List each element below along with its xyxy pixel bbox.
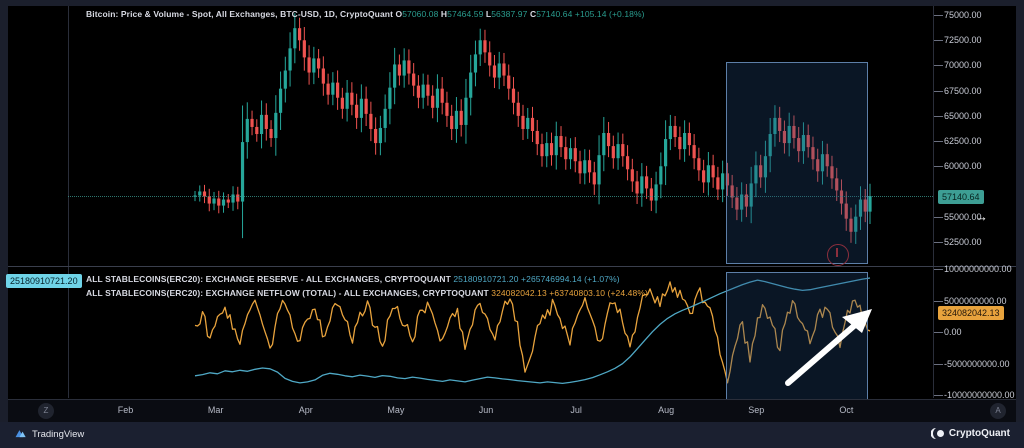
time-axis[interactable]: Z A Feb Mar Apr May Jun Jul Aug Sep Oct xyxy=(8,399,1016,422)
price-change: +105.14 (+0.18%) xyxy=(574,9,645,19)
close-value: 57140.64 xyxy=(536,9,573,19)
reserve-value-badge: 25180910721.20 xyxy=(6,274,82,288)
price-pane[interactable] xyxy=(8,6,933,266)
price-legend: Bitcoin: Price & Volume - Spot, All Exch… xyxy=(86,9,645,19)
indicator-pane[interactable] xyxy=(8,268,933,398)
right-axis-rule xyxy=(933,6,934,398)
tradingview-icon xyxy=(15,430,26,438)
low-value: 56387.97 xyxy=(491,9,528,19)
time-axis-label: Feb xyxy=(117,405,134,415)
selection-rectangle-price[interactable] xyxy=(726,62,868,264)
open-value: 57060.08 xyxy=(402,9,439,19)
tradingview-label: TradingView xyxy=(32,428,85,440)
netflow-series-name: ALL STABLECOINS(ERC20): EXCHANGE NETFLOW… xyxy=(86,288,489,298)
time-axis-label: Jun xyxy=(478,405,494,415)
left-axis-rule xyxy=(68,6,69,398)
reserve-change: +265746994.14 (+1.07%) xyxy=(521,274,620,284)
uptrend-arrow-annotation[interactable] xyxy=(780,305,880,390)
time-axis-label: Apr xyxy=(298,405,313,415)
cryptoquant-icon xyxy=(930,428,944,439)
time-axis-label: May xyxy=(387,405,405,415)
axis-tick: -10000000000.00 xyxy=(934,390,1015,400)
timezone-badge[interactable]: Z xyxy=(38,403,54,419)
netflow-value-badge: 324082042.13 xyxy=(938,306,1004,320)
netflow-value: 324082042.13 xyxy=(491,288,547,298)
current-price-line xyxy=(68,196,933,197)
status-bar: TradingView CryptoQuant xyxy=(0,422,1024,448)
time-axis-label: Sep xyxy=(748,405,765,415)
axis-tick: 62500.00 xyxy=(934,136,982,146)
indicator-series xyxy=(194,277,871,385)
axis-tick: -5000000000.00 xyxy=(934,359,1010,369)
time-axis-label: Jul xyxy=(570,405,582,415)
axis-tick: 75000.00 xyxy=(934,10,982,20)
current-price-badge: 57140.64 xyxy=(938,190,984,204)
axis-tick: 55000.00 xyxy=(934,212,982,222)
axis-tick: 10000000000.00 xyxy=(934,264,1012,274)
netflow-change: +63740803.10 (+24.48%) xyxy=(549,288,648,298)
axis-tick: 65000.00 xyxy=(934,111,982,121)
reserve-value: 25180910721.20 xyxy=(453,274,519,284)
indicator-legend-reserve: ALL STABLECOINS(ERC20): EXCHANGE RESERVE… xyxy=(86,274,620,284)
candlestick-series xyxy=(193,13,872,244)
cryptoquant-label: CryptoQuant xyxy=(948,428,1010,439)
auto-scale-badge[interactable]: A xyxy=(990,403,1006,419)
axis-tick: 60000.00 xyxy=(934,161,982,171)
time-axis-label: Mar xyxy=(207,405,224,415)
high-label: H xyxy=(440,9,448,19)
close-label: C xyxy=(529,9,537,19)
axis-tick: 0.00 xyxy=(934,327,962,337)
axis-tick: 5000000000.00 xyxy=(934,296,1007,306)
cursor-arrow-icon: → xyxy=(975,209,988,224)
question-circle-annotation[interactable] xyxy=(827,244,849,266)
cryptoquant-logo[interactable]: CryptoQuant xyxy=(930,427,1010,440)
low-label: L xyxy=(485,9,492,19)
open-label: O xyxy=(395,9,403,19)
price-legend-title: Bitcoin: Price & Volume - Spot, All Exch… xyxy=(86,9,393,19)
tradingview-logo[interactable]: TradingView xyxy=(14,427,84,441)
time-axis-label: Oct xyxy=(839,405,854,415)
axis-tick: 70000.00 xyxy=(934,60,982,70)
time-axis-label: Aug xyxy=(658,405,675,415)
chart-surface xyxy=(8,6,1016,422)
axis-tick: 67500.00 xyxy=(934,86,982,96)
reserve-series-name: ALL STABLECOINS(ERC20): EXCHANGE RESERVE… xyxy=(86,274,451,284)
high-value: 57464.59 xyxy=(447,9,484,19)
axis-tick: 72500.00 xyxy=(934,35,982,45)
indicator-legend-netflow: ALL STABLECOINS(ERC20): EXCHANGE NETFLOW… xyxy=(86,288,648,298)
axis-tick: 52500.00 xyxy=(934,237,982,247)
pane-divider[interactable] xyxy=(8,266,1016,267)
left-gutter xyxy=(8,6,68,422)
